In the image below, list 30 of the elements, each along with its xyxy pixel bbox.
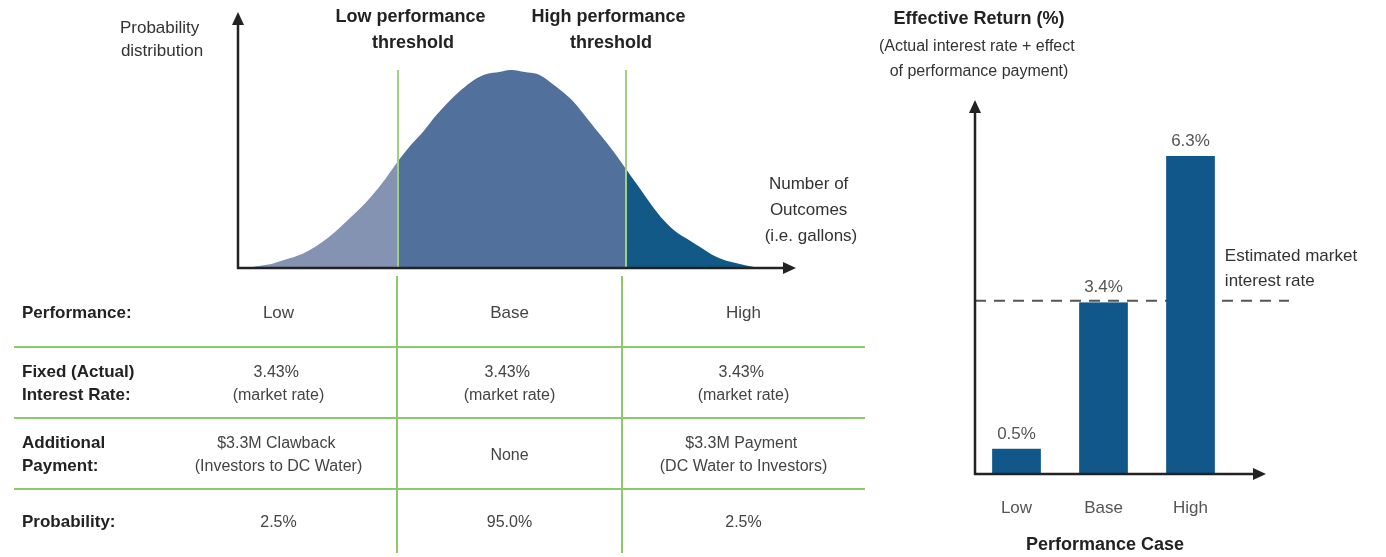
text: $3.3M Payment (DC Water to Investors) (659, 434, 828, 474)
category-label: Probability: (22, 512, 116, 531)
x-axis-title: Performance Case (1025, 534, 1185, 554)
category-label: Low (262, 302, 295, 322)
data-label: 6.3% (1171, 131, 1210, 150)
y-axis-title: Probability distribution (119, 18, 205, 60)
category-label: Fixed (Actual) Interest Rate: (22, 362, 135, 404)
x-tick-label: High (1173, 498, 1208, 517)
text: 3.43% (market rate) (463, 363, 556, 403)
chart-subtitle: (Actual interest rate + effect of performance payment) (878, 37, 1080, 79)
text: Low performance threshold (335, 6, 491, 52)
data-label: 3.4% (1084, 277, 1123, 297)
x-axis-title: Number of Outcomes (i.e. gallons) (764, 174, 858, 245)
text: 2.5% (725, 513, 762, 530)
text: 95.0% (486, 513, 533, 530)
text: 3.43% (market rate) (697, 363, 790, 403)
ref-line-label: Estimated market interest rate (1224, 245, 1362, 290)
chart-title: Effective Return (%) (893, 8, 1065, 28)
x-tick-label: Low (1000, 498, 1033, 517)
text: $3.3M Clawback (Investors to DC Water) (194, 434, 363, 474)
category-label: Base (490, 302, 529, 322)
data-label: 0.5% (997, 423, 1036, 443)
text: 3.43% (market rate) (232, 363, 325, 403)
text: High performance threshold (531, 6, 691, 52)
text: None (490, 445, 529, 463)
text: 2.5% (260, 513, 297, 530)
category-label: Additional Payment: (22, 433, 106, 475)
category-label: High (726, 302, 761, 322)
x-tick-label: Base (1084, 498, 1123, 517)
category-label: Performance: (22, 302, 132, 322)
